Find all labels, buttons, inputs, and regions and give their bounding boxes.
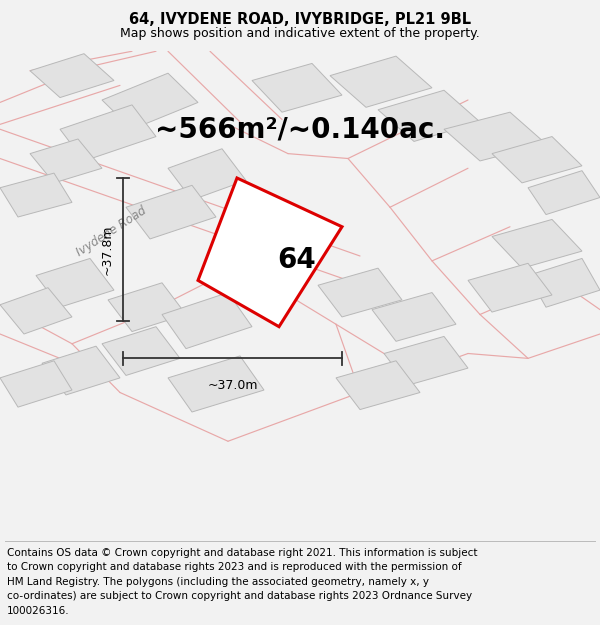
Text: ~37.0m: ~37.0m — [207, 379, 258, 392]
Polygon shape — [162, 292, 252, 349]
Polygon shape — [330, 56, 432, 108]
Polygon shape — [318, 268, 402, 317]
Polygon shape — [60, 105, 156, 161]
Polygon shape — [126, 185, 216, 239]
Polygon shape — [252, 63, 342, 112]
Polygon shape — [168, 149, 246, 200]
Text: Contains OS data © Crown copyright and database right 2021. This information is : Contains OS data © Crown copyright and d… — [7, 548, 478, 558]
Polygon shape — [108, 282, 186, 331]
Polygon shape — [198, 178, 342, 327]
Text: co-ordinates) are subject to Crown copyright and database rights 2023 Ordnance S: co-ordinates) are subject to Crown copyr… — [7, 591, 472, 601]
Polygon shape — [30, 54, 114, 98]
Text: HM Land Registry. The polygons (including the associated geometry, namely x, y: HM Land Registry. The polygons (includin… — [7, 577, 429, 587]
Polygon shape — [42, 346, 120, 395]
Polygon shape — [102, 327, 180, 376]
Polygon shape — [30, 139, 102, 183]
Text: ~566m²/~0.140ac.: ~566m²/~0.140ac. — [155, 115, 445, 143]
Polygon shape — [492, 219, 582, 268]
Polygon shape — [444, 112, 546, 161]
Polygon shape — [468, 263, 552, 312]
Polygon shape — [102, 73, 198, 129]
Polygon shape — [0, 361, 72, 407]
Polygon shape — [36, 259, 114, 307]
Polygon shape — [492, 136, 582, 183]
Polygon shape — [336, 361, 420, 409]
Text: 64: 64 — [278, 246, 316, 274]
Text: 64, IVYDENE ROAD, IVYBRIDGE, PL21 9BL: 64, IVYDENE ROAD, IVYBRIDGE, PL21 9BL — [129, 12, 471, 28]
Polygon shape — [0, 288, 72, 334]
Polygon shape — [0, 173, 72, 217]
Polygon shape — [528, 259, 600, 307]
Text: to Crown copyright and database rights 2023 and is reproduced with the permissio: to Crown copyright and database rights 2… — [7, 562, 462, 572]
Text: Map shows position and indicative extent of the property.: Map shows position and indicative extent… — [120, 27, 480, 40]
Polygon shape — [384, 336, 468, 385]
Polygon shape — [378, 90, 480, 141]
Text: ~37.8m: ~37.8m — [100, 224, 113, 274]
Text: Ivydene Road: Ivydene Road — [74, 204, 148, 259]
Text: 100026316.: 100026316. — [7, 606, 70, 616]
Polygon shape — [168, 356, 264, 412]
Polygon shape — [372, 292, 456, 341]
Polygon shape — [528, 171, 600, 214]
